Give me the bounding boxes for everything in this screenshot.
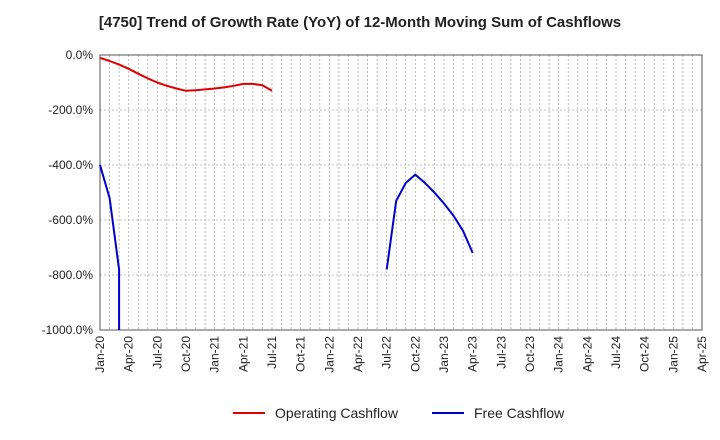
x-tick-label: Apr-20 (122, 336, 136, 372)
x-tick-label: Jan-21 (208, 336, 222, 373)
x-tick-label: Jul-24 (609, 336, 623, 369)
x-tick-label: Oct-24 (638, 336, 652, 372)
legend-label: Free Cashflow (474, 405, 565, 421)
x-tick-label: Apr-25 (695, 336, 709, 372)
x-tick-label: Jan-25 (666, 336, 680, 373)
x-tick-label: Oct-20 (179, 336, 193, 372)
legend-label: Operating Cashflow (275, 405, 399, 421)
x-tick-label: Apr-21 (236, 336, 250, 372)
x-tick-label: Jul-22 (380, 336, 394, 369)
chart-title: [4750] Trend of Growth Rate (YoY) of 12-… (98, 14, 622, 31)
y-tick-label: -600.0% (48, 213, 93, 227)
y-tick-label: 0.0% (66, 48, 94, 62)
y-tick-label: -400.0% (48, 158, 93, 172)
x-tick-label: Apr-23 (466, 336, 480, 372)
x-tick-label: Jan-22 (322, 336, 336, 373)
series-line (99, 56, 273, 92)
x-tick-label: Oct-23 (523, 336, 537, 372)
plot-border (99, 54, 703, 331)
x-tick-label: Jul-23 (494, 336, 508, 369)
x-tick-label: Apr-24 (580, 336, 594, 372)
series-line (385, 173, 474, 270)
x-tick-label: Jan-24 (552, 336, 566, 373)
x-tick-label: Oct-21 (294, 336, 308, 372)
x-tick-label: Oct-22 (408, 336, 422, 372)
y-tick-label: -1000.0% (42, 323, 94, 337)
x-tick-label: Apr-22 (351, 336, 365, 372)
y-tick-label: -800.0% (48, 268, 93, 282)
x-tick-label: Jan-20 (93, 336, 107, 373)
x-tick-label: Jan-23 (437, 336, 451, 373)
x-tick-label: Jul-20 (150, 336, 164, 369)
y-tick-label: -200.0% (48, 103, 93, 117)
x-tick-label: Jul-21 (265, 336, 279, 369)
series-line (99, 164, 121, 330)
